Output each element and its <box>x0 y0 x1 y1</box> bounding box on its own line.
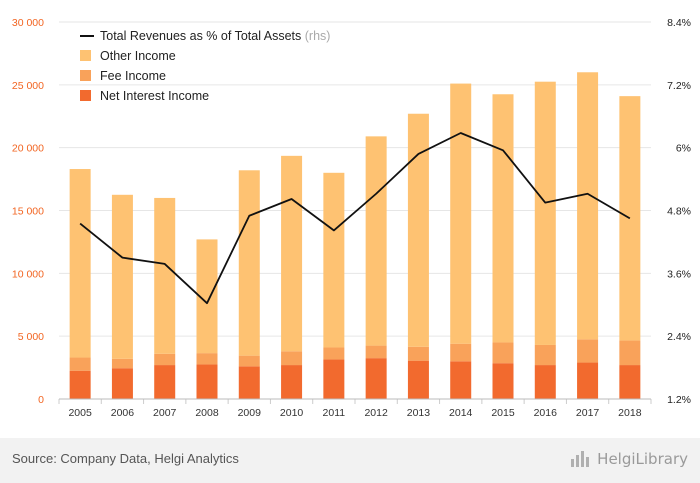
footer: Source: Company Data, Helgi Analytics He… <box>0 438 700 483</box>
bar-fee-income <box>281 351 303 366</box>
x-tick-label: 2009 <box>238 407 262 419</box>
x-tick-label: 2016 <box>534 407 558 419</box>
legend-label: Fee Income <box>100 69 166 83</box>
bar-other-income <box>534 81 556 345</box>
bar-net-interest-income <box>365 358 387 399</box>
bar-other-income <box>238 170 260 356</box>
bar-net-interest-income <box>238 366 260 399</box>
y-left-tick-label: 25 000 <box>12 80 44 92</box>
bar-fee-income <box>577 339 599 363</box>
y-left-tick-label: 5 000 <box>18 331 44 343</box>
bar-fee-income <box>111 358 133 369</box>
bar-other-income <box>196 239 218 354</box>
y-right-tick-label: 7.2% <box>667 80 691 92</box>
bar-net-interest-income <box>111 368 133 399</box>
bar-net-interest-income <box>69 370 91 399</box>
bar-net-interest-income <box>196 364 218 399</box>
y-left-tick-label: 0 <box>38 394 44 406</box>
y-right-tick-label: 1.2% <box>667 394 691 406</box>
y-right-tick-label: 2.4% <box>667 331 691 343</box>
bar-other-income <box>407 113 429 347</box>
x-tick-label: 2012 <box>364 407 388 419</box>
y-left-tick-label: 20 000 <box>12 143 44 155</box>
x-tick-label: 2008 <box>195 407 219 419</box>
bar-other-income <box>69 169 91 358</box>
y-right-tick-label: 8.4% <box>667 17 691 29</box>
bar-fee-income <box>407 346 429 361</box>
bar-fee-income <box>450 343 472 362</box>
bar-other-income <box>577 72 599 340</box>
bar-fee-income <box>534 344 556 366</box>
bar-net-interest-income <box>281 365 303 399</box>
bar-net-interest-income <box>577 362 599 399</box>
x-tick-label: 2010 <box>280 407 304 419</box>
y-right-tick-label: 6% <box>676 143 691 155</box>
bar-other-income <box>111 194 133 359</box>
bar-fee-income <box>323 347 345 360</box>
source-text: Source: Company Data, Helgi Analytics <box>12 451 239 466</box>
bar-fee-income <box>69 357 91 371</box>
library-icon <box>571 451 593 467</box>
bar-fee-income <box>365 345 387 359</box>
bar-net-interest-income <box>619 365 641 399</box>
legend-label: Net Interest Income <box>100 89 209 103</box>
bar-net-interest-income <box>323 359 345 399</box>
bar-net-interest-income <box>407 360 429 399</box>
bar-other-income <box>323 172 345 348</box>
x-tick-label: 2017 <box>576 407 600 419</box>
bar-net-interest-income <box>534 365 556 399</box>
bar-other-income <box>154 197 176 354</box>
x-tick-label: 2018 <box>618 407 642 419</box>
y-right-tick-label: 4.8% <box>667 206 691 218</box>
bar-fee-income <box>492 342 514 364</box>
x-tick-label: 2005 <box>68 407 92 419</box>
y-left-tick-label: 30 000 <box>12 17 44 29</box>
brand-name: HelgiLibrary <box>597 450 688 468</box>
x-tick-label: 2007 <box>153 407 177 419</box>
bar-other-income <box>450 83 472 344</box>
bar-fee-income <box>196 353 218 365</box>
legend-swatch <box>80 90 91 101</box>
x-tick-label: 2014 <box>449 407 473 419</box>
y-left-tick-label: 10 000 <box>12 268 44 280</box>
legend-note: (rhs) <box>305 29 331 43</box>
x-tick-label: 2006 <box>111 407 135 419</box>
x-tick-label: 2013 <box>407 407 431 419</box>
chart: 0 1.2% 5 000 2.4% 10 000 3.6% 15 000 4.8% 20 000… <box>12 17 691 419</box>
y-left-tick-label: 15 000 <box>12 206 44 218</box>
bar-net-interest-income <box>492 363 514 399</box>
bar-other-income <box>492 94 514 343</box>
bar-fee-income <box>619 340 641 366</box>
legend-swatch <box>80 70 91 81</box>
bar-fee-income <box>238 355 260 367</box>
bar-net-interest-income <box>154 365 176 399</box>
line-total-revenues-pct-assets <box>79 132 631 305</box>
bar-net-interest-income <box>450 361 472 399</box>
brand-logo: HelgiLibrary <box>571 450 688 468</box>
legend-swatch <box>80 50 91 61</box>
y-right-tick-label: 3.6% <box>667 268 691 280</box>
bar-fee-income <box>154 353 176 366</box>
bar-other-income <box>281 155 303 352</box>
legend-label: Total Revenues as % of Total Assets (rhs… <box>100 29 330 43</box>
x-tick-label: 2015 <box>491 407 515 419</box>
bar-other-income <box>365 136 387 346</box>
x-tick-label: 2011 <box>323 407 346 419</box>
legend-label: Other Income <box>100 49 176 63</box>
